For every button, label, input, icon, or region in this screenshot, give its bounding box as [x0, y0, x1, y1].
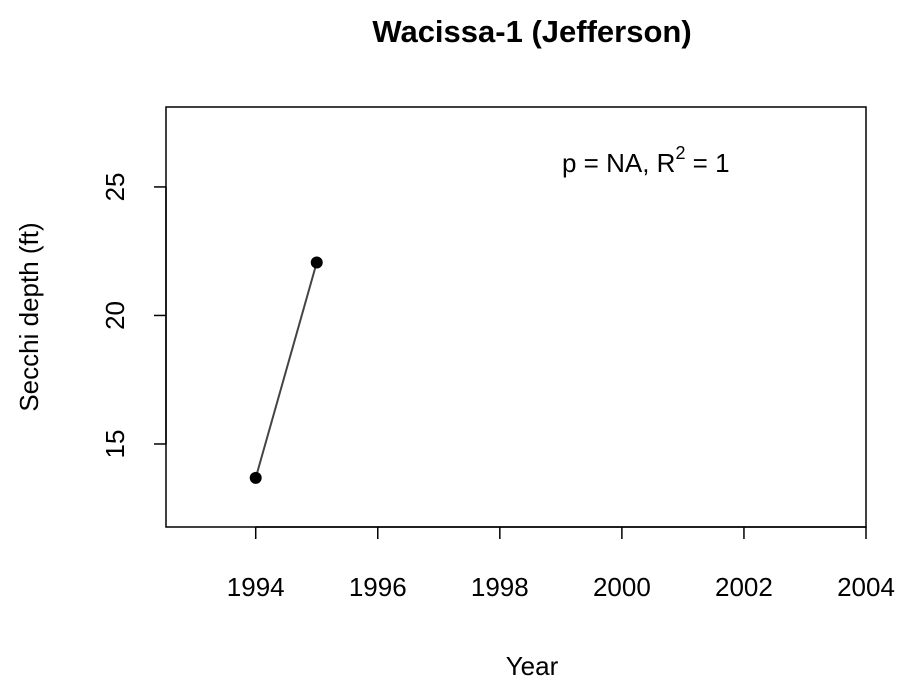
annotation-superscript: 2 [675, 143, 685, 163]
annotation: p = NA, R2 = 1 [562, 143, 730, 178]
x-tick-label: 2004 [837, 572, 895, 602]
point [249, 471, 262, 484]
x-tick-label: 2002 [715, 572, 773, 602]
annotation-text: = 1 [685, 148, 729, 178]
x-axis-label: Year [506, 651, 559, 681]
line [254, 262, 318, 479]
x-tick-label: 1998 [471, 572, 529, 602]
x-tick-label: 1996 [349, 572, 407, 602]
point [310, 256, 323, 269]
annotation-text: p = NA, R [562, 148, 675, 178]
chart-title: Wacissa-1 (Jefferson) [372, 14, 691, 49]
x-tick-label: 2000 [593, 572, 651, 602]
y-tick-label: 20 [100, 301, 130, 330]
y-tick-label: 25 [100, 172, 130, 201]
y-axis-label: Secchi depth (ft) [14, 222, 44, 411]
y-tick-label: 15 [100, 430, 130, 459]
x-tick-label: 1994 [227, 572, 285, 602]
